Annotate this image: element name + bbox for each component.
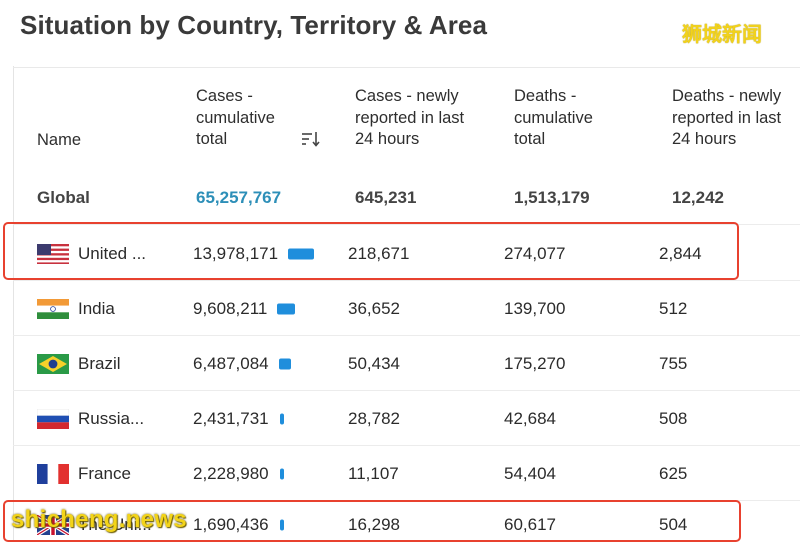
cases-bar <box>280 413 284 424</box>
deaths-new: 755 <box>659 353 688 373</box>
france-flag-icon <box>37 463 69 484</box>
deaths-new: 512 <box>659 298 688 318</box>
header-line: 24 hours <box>355 130 420 148</box>
highlight-box-us <box>3 222 739 280</box>
cases-new: 16,298 <box>348 515 400 534</box>
country-name: Brazil <box>78 353 121 373</box>
global-name: Global <box>37 187 90 207</box>
column-header-cases-total[interactable]: Cases - cumulative total <box>196 86 275 151</box>
cases-total: 2,431,731 <box>193 408 269 428</box>
table-row[interactable]: Brazil 6,487,084 50,434 175,270 755 <box>13 336 800 391</box>
cases-total: 2,228,980 <box>193 463 269 483</box>
country-name: France <box>78 463 131 483</box>
cases-bar <box>280 519 284 531</box>
table-row[interactable]: Russia... 2,431,731 28,782 42,684 508 <box>13 391 800 446</box>
header-line: total <box>514 130 546 148</box>
country-name: The Uni... <box>78 515 152 534</box>
cases-total: 13,978,171 <box>193 243 279 263</box>
country-name: India <box>78 298 115 318</box>
global-cases-new: 645,231 <box>355 187 417 207</box>
header-line: cumulative <box>196 108 275 127</box>
uk-flag-icon <box>37 515 69 535</box>
row-divider <box>13 335 800 336</box>
header-line: reported in last <box>672 108 782 127</box>
row-divider <box>13 280 800 281</box>
header-divider <box>13 67 800 68</box>
header-line: cumulative <box>514 108 593 127</box>
column-header-name[interactable]: Name <box>37 130 81 152</box>
deaths-total: 54,404 <box>504 463 556 483</box>
deaths-total: 60,617 <box>504 515 556 534</box>
left-divider <box>13 66 14 542</box>
cases-bar <box>279 358 291 369</box>
cases-new: 28,782 <box>348 408 400 428</box>
deaths-new: 504 <box>659 515 688 534</box>
table-row[interactable]: India 9,608,211 36,652 139,700 512 <box>13 281 800 336</box>
row-divider <box>13 390 800 391</box>
header-line: total <box>196 130 228 148</box>
global-row: Global 65,257,767 645,231 1,513,179 12,2… <box>13 170 800 225</box>
country-name: Russia... <box>78 408 145 428</box>
cases-total: 6,487,084 <box>193 353 269 373</box>
header-line: Deaths - newly <box>672 87 782 105</box>
cases-new: 11,107 <box>348 463 399 483</box>
highlight-box-uk <box>3 500 741 542</box>
header-line: 24 hours <box>672 130 737 148</box>
cases-bar <box>288 248 314 259</box>
cases-bar <box>277 303 295 314</box>
russia-flag-icon <box>37 408 69 429</box>
watermark-bottom: shicheng.news <box>11 506 187 533</box>
india-flag-icon <box>37 298 69 319</box>
header-line: reported in last <box>355 108 465 127</box>
column-header-deaths-total[interactable]: Deaths - cumulative total <box>514 86 593 151</box>
deaths-new: 508 <box>659 408 688 428</box>
cases-total: 9,608,211 <box>193 298 268 318</box>
column-header-cases-new[interactable]: Cases - newly reported in last 24 hours <box>355 86 464 151</box>
deaths-total: 139,700 <box>504 298 566 318</box>
table-row[interactable]: United ... 13,978,171 218,671 274,077 2,… <box>13 226 800 281</box>
global-cases-total: 65,257,767 <box>196 187 282 207</box>
row-divider <box>13 445 800 446</box>
table-row[interactable]: France 2,228,980 11,107 54,404 625 <box>13 446 800 501</box>
deaths-new: 2,844 <box>659 243 702 263</box>
cases-new: 36,652 <box>348 298 400 318</box>
deaths-total: 274,077 <box>504 243 566 263</box>
watermark-top: 狮城新闻 <box>682 22 762 46</box>
deaths-total: 42,684 <box>504 408 556 428</box>
column-header-deaths-new[interactable]: Deaths - newly reported in last 24 hours <box>672 86 781 151</box>
global-deaths-new: 12,242 <box>672 187 724 207</box>
header-line: Cases - <box>196 87 253 105</box>
cases-new: 218,671 <box>348 243 410 263</box>
header-line: Cases - newly <box>355 87 459 105</box>
country-name: United ... <box>78 243 147 263</box>
row-divider <box>13 224 800 225</box>
us-flag-icon <box>37 243 69 264</box>
brazil-flag-icon <box>37 353 69 374</box>
page-title: Situation by Country, Territory & Area <box>20 10 488 40</box>
column-header-name-label: Name <box>37 131 82 149</box>
cases-new: 50,434 <box>348 353 400 373</box>
deaths-total: 175,270 <box>504 353 566 373</box>
sort-descending-icon[interactable] <box>301 131 321 147</box>
global-deaths-total: 1,513,179 <box>514 187 590 207</box>
deaths-new: 625 <box>659 463 688 483</box>
cases-total: 1,690,436 <box>193 515 269 534</box>
header-line: Deaths - <box>514 87 577 105</box>
cases-bar <box>280 468 284 479</box>
table-row[interactable]: The Uni... 1,690,436 16,298 60,617 504 <box>13 500 800 550</box>
